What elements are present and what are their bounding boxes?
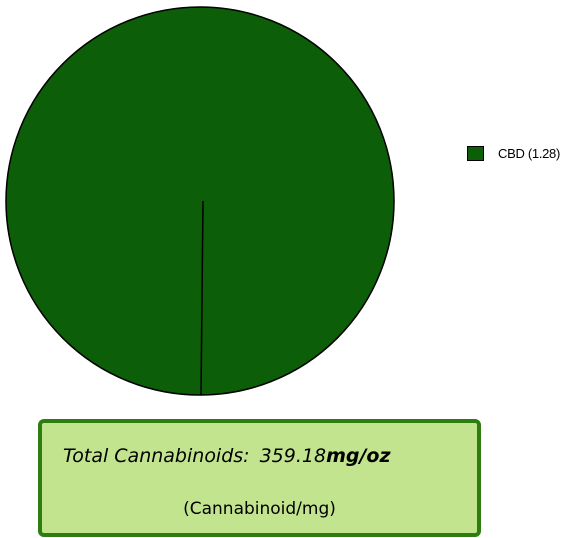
pie-slice-seam [200, 200, 204, 396]
legend-label-cbd: CBD (1.28) [498, 146, 561, 161]
total-cannabinoids-line: Total Cannabinoids: 359.18mg/oz [63, 445, 391, 467]
total-cannabinoids-label: Total Cannabinoids: [63, 445, 250, 467]
chart-legend: CBD (1.28) [467, 146, 560, 161]
total-cannabinoids-value: 359.18 [259, 445, 327, 467]
pie-chart [5, 6, 395, 396]
legend-swatch-cbd [467, 146, 484, 161]
total-cannabinoids-subtitle: (Cannabinoid/mg) [183, 499, 336, 519]
pie-slice-cbd [5, 6, 395, 396]
total-cannabinoids-box: Total Cannabinoids: 359.18mg/oz (Cannabin… [38, 419, 481, 537]
total-cannabinoids-unit: mg/oz [326, 445, 391, 467]
